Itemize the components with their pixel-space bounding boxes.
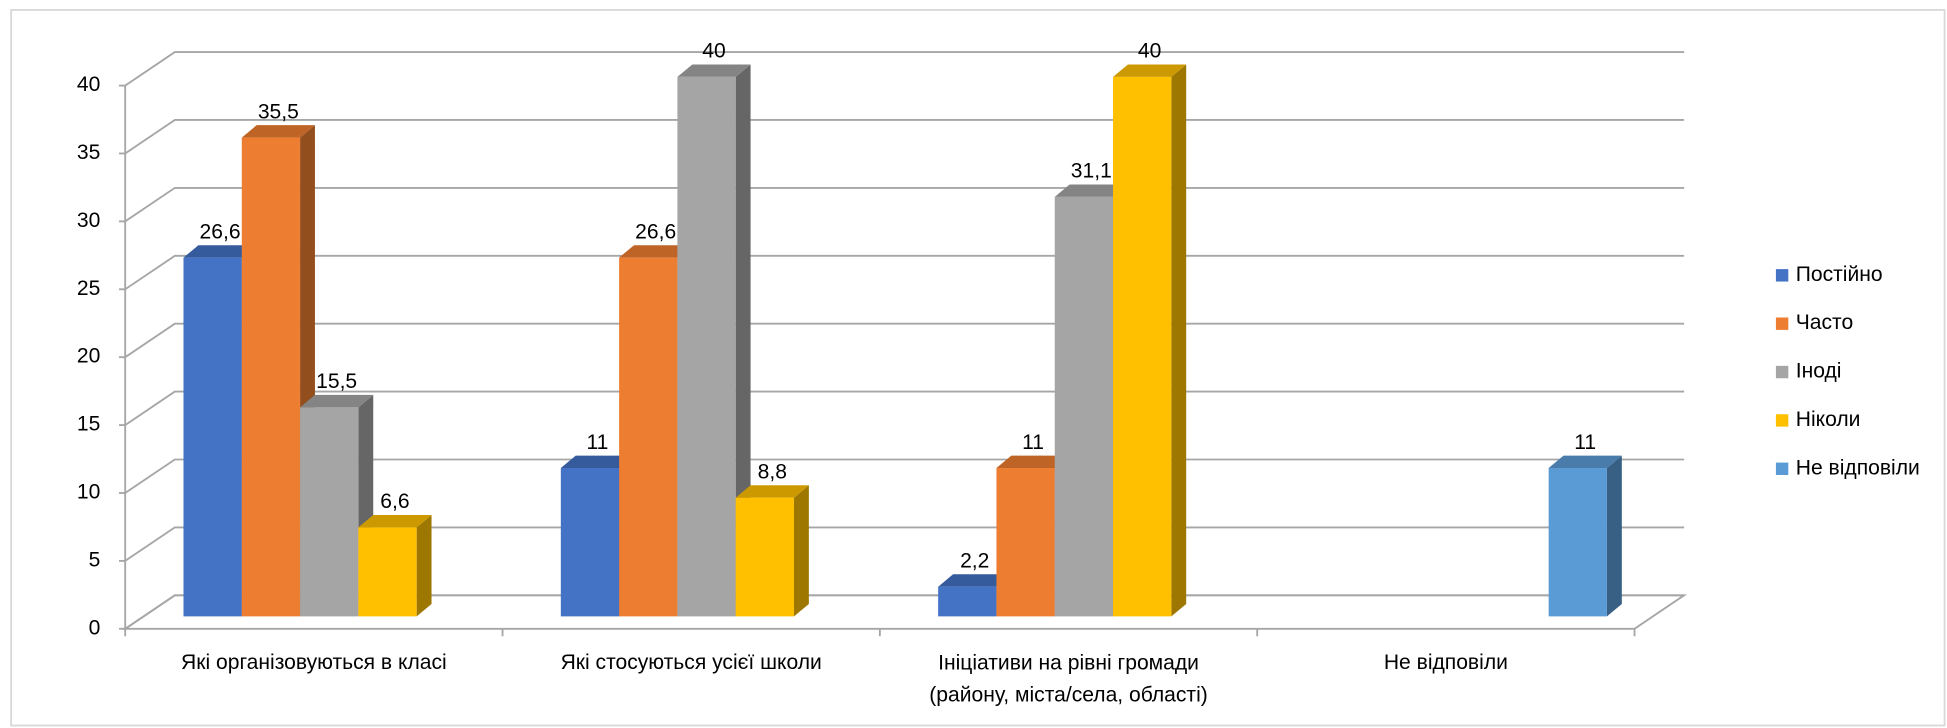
y-tick-label: 5 — [89, 548, 101, 571]
y-tick-label: 25 — [77, 277, 100, 300]
bar — [358, 514, 432, 617]
bar-side — [1606, 455, 1622, 617]
bar-front — [358, 527, 417, 617]
x-tick-label: Не відповіли — [1384, 651, 1508, 674]
value-label: 26,6 — [635, 220, 676, 243]
value-label: 11 — [586, 431, 608, 454]
bar-front — [183, 257, 242, 617]
bar-side — [735, 64, 751, 617]
legend-label: Постійно — [1796, 263, 1883, 286]
bar-side — [416, 514, 432, 617]
bar-front — [619, 257, 678, 617]
bar-front — [677, 76, 736, 617]
bar-top — [735, 485, 809, 498]
y-tick-label: 15 — [77, 413, 100, 436]
value-label: 6,6 — [380, 490, 409, 513]
y-tick-label: 35 — [77, 141, 100, 164]
bar-front — [560, 468, 620, 617]
bar-front — [300, 407, 359, 617]
value-label: 35,5 — [258, 100, 299, 123]
legend-swatch — [1775, 317, 1789, 330]
bar-side — [793, 485, 809, 617]
bar-top — [938, 574, 1012, 587]
bar-top — [619, 245, 693, 258]
value-label: 2,2 — [960, 549, 989, 572]
grid-line — [124, 51, 1685, 87]
y-tick-label: 20 — [77, 345, 100, 368]
bar-front — [996, 468, 1055, 617]
legend-label: Не відповіли — [1796, 456, 1920, 479]
value-label: 8,8 — [758, 460, 787, 483]
x-tick-label: Які організовуються в класі — [181, 651, 447, 674]
legend-swatch — [1775, 414, 1789, 427]
bar-front — [735, 497, 794, 617]
bar-top — [358, 514, 432, 528]
bar-top — [183, 245, 257, 258]
bar-side — [1171, 64, 1187, 617]
y-tick-label: 30 — [77, 209, 100, 232]
x-tick-label: Які стосуються усієї школи — [561, 651, 822, 674]
bar-top — [1548, 455, 1622, 469]
bar — [677, 64, 751, 617]
value-label: 11 — [1574, 431, 1596, 454]
bar-top — [996, 455, 1070, 469]
bar-top — [241, 125, 315, 138]
bar-front — [938, 586, 997, 617]
bar — [735, 485, 809, 617]
bar-front — [241, 137, 301, 617]
bar-top — [560, 455, 634, 469]
bar-front — [1548, 468, 1607, 617]
legend-label: Ніколи — [1796, 408, 1861, 431]
y-tick-label: 40 — [77, 73, 100, 96]
value-label: 31,1 — [1071, 160, 1112, 183]
legend-swatch — [1775, 462, 1789, 475]
legend-label: Іноді — [1796, 360, 1842, 383]
bar-top — [300, 394, 374, 408]
value-label: 40 — [702, 40, 725, 63]
y-tick-label: 10 — [77, 481, 100, 504]
value-label: 15,5 — [316, 370, 357, 393]
legend-swatch — [1775, 365, 1789, 379]
bar-front — [1113, 76, 1172, 617]
y-tick-label: 0 — [89, 616, 101, 639]
value-label: 40 — [1138, 40, 1161, 63]
bar-top — [1054, 184, 1128, 197]
bar — [1548, 455, 1622, 617]
value-label: 26,6 — [200, 220, 241, 243]
bar — [1113, 64, 1187, 617]
legend-swatch — [1775, 269, 1789, 282]
bar-top — [677, 64, 751, 77]
bar-top — [1113, 64, 1187, 77]
bar — [241, 125, 315, 617]
bar-front — [1054, 196, 1114, 617]
value-label: 11 — [1022, 431, 1044, 454]
x-tick-label: Ініціативи на рівні громади (району, міст… — [929, 651, 1208, 706]
legend-label: Часто — [1796, 311, 1853, 334]
